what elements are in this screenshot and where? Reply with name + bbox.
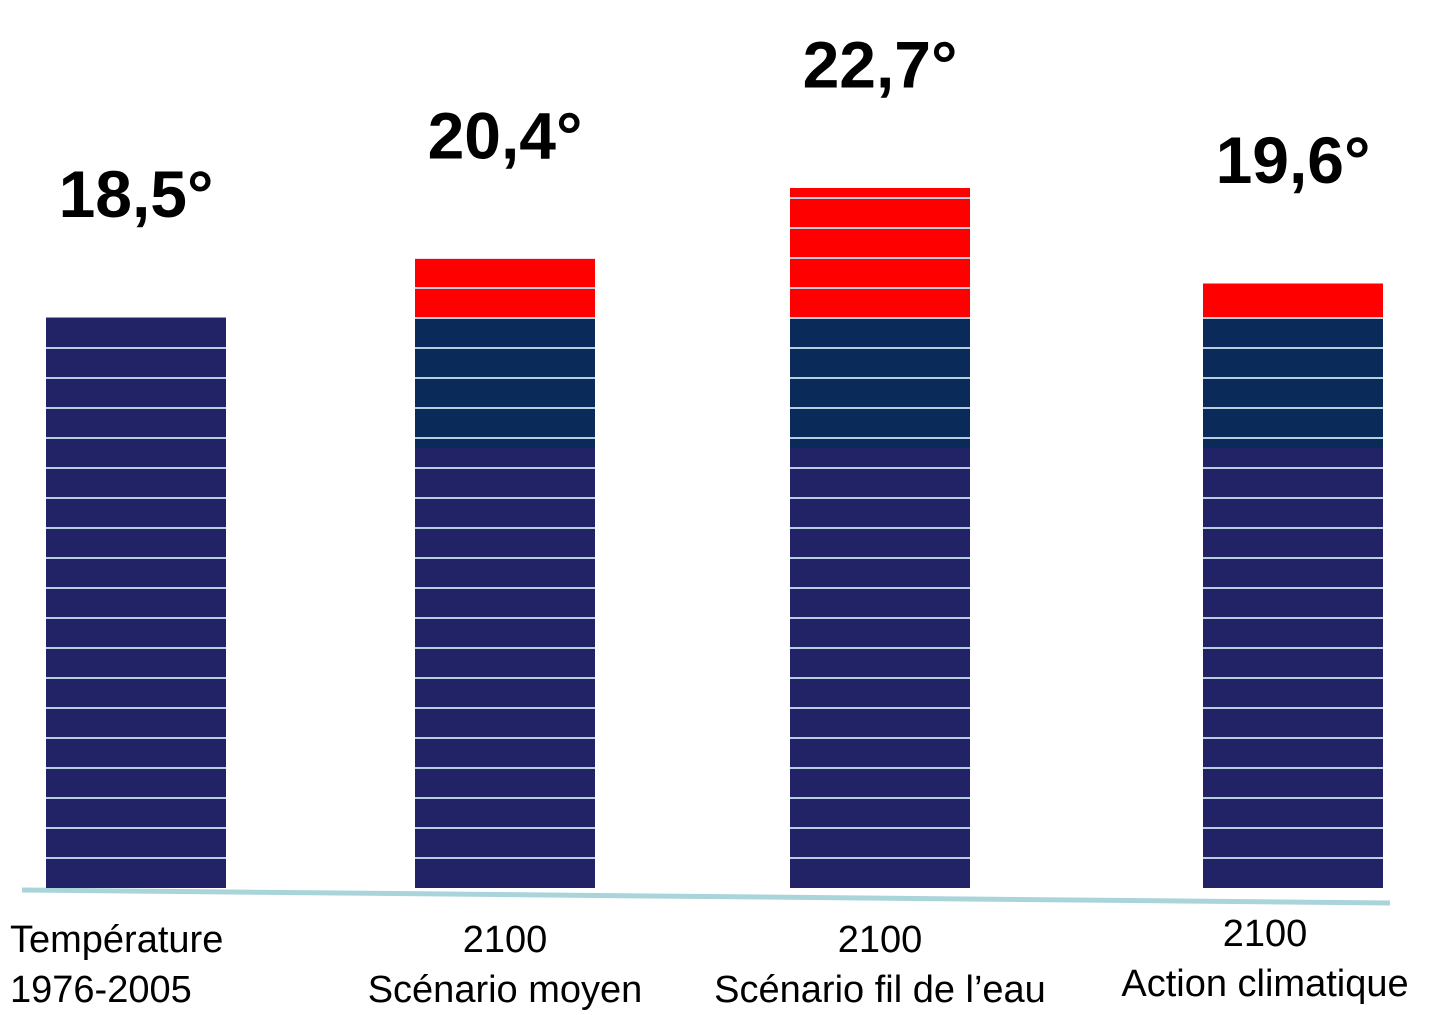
- bar-transition: [1203, 317, 1383, 448]
- bar: [46, 317, 226, 889]
- x-tick-label: 1976-2005: [10, 969, 192, 1011]
- x-tick-label: Température: [10, 919, 223, 961]
- x-tick-label: Scénario moyen: [368, 969, 643, 1011]
- value-label: 22,7°: [803, 27, 958, 101]
- x-tick-label: 2100: [838, 919, 923, 961]
- x-tick-label: 2100: [463, 919, 548, 961]
- value-label: 19,6°: [1216, 123, 1371, 197]
- value-label: 18,5°: [59, 157, 214, 231]
- bar-increase: [790, 188, 970, 318]
- x-tick-label: Scénario fil de l’eau: [714, 969, 1046, 1011]
- x-tick-label: Action climatique: [1121, 963, 1408, 1005]
- bar-transition: [415, 317, 595, 448]
- bar-transition: [790, 317, 970, 448]
- bar-increase: [1203, 283, 1383, 318]
- value-label: 20,4°: [428, 98, 583, 172]
- x-tick-label: 2100: [1223, 913, 1308, 955]
- baseline: [21, 887, 1391, 906]
